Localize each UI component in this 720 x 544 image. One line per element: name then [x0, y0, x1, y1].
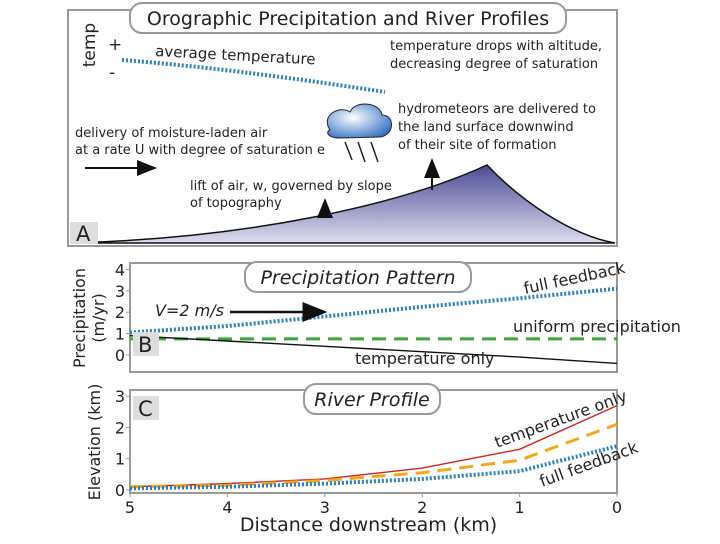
x-tick-label: 1	[515, 498, 525, 517]
y-tick-label: 3	[115, 282, 125, 301]
y-tick-label: 2	[115, 418, 125, 437]
y-axis-label: Elevation (km)	[85, 384, 104, 501]
y-tick-label: 4	[115, 260, 125, 279]
label-box	[133, 332, 159, 356]
panel-label: B	[138, 333, 152, 357]
x-tick-label: 0	[612, 498, 622, 517]
note: delivery of moisture-laden air at a rate …	[75, 126, 325, 158]
temperature-curve	[121, 58, 386, 94]
series-line	[129, 334, 618, 365]
note: lift of air, w, governed by slope of topo…	[190, 179, 392, 211]
y-tick-label: 1	[115, 325, 125, 344]
note-line: of their site of formation	[398, 138, 557, 153]
title-box	[244, 261, 472, 293]
annotation: V=2 m/s	[155, 301, 224, 320]
y-tick-label: 3	[115, 387, 125, 406]
temp-label: temp	[80, 23, 100, 67]
panel-label: A	[76, 222, 91, 246]
note-line: decreasing degree of saturation	[390, 57, 598, 72]
y-tick-label: 1	[115, 450, 125, 469]
y-axis-label: Precipitation	[70, 268, 89, 368]
x-axis-label: Distance downstream (km)	[240, 514, 497, 536]
series-line	[129, 404, 618, 488]
x-tick-label: 4	[222, 498, 232, 517]
title-box	[129, 2, 567, 34]
x-tick-label: 3	[320, 498, 330, 517]
label-box	[133, 396, 159, 420]
panel-a-title: Orographic Precipitation and River Profi…	[147, 8, 549, 30]
label-box	[70, 222, 98, 244]
title-box	[303, 383, 441, 415]
series-line	[129, 422, 618, 489]
y-axis-label: (m/yr)	[89, 293, 108, 343]
series-line	[129, 444, 618, 491]
mountain	[71, 164, 616, 244]
note: hydrometeors are delivered to the land su…	[398, 102, 596, 153]
note-line: the land surface downwind	[398, 120, 574, 135]
rain	[344, 141, 379, 163]
cloud	[327, 103, 392, 139]
series-label: temperature only	[355, 349, 495, 368]
chart-title: River Profile	[314, 389, 429, 411]
series-line	[129, 286, 618, 335]
note-line: lift of air, w, governed by slope	[190, 179, 392, 194]
note-line: temperature drops with altitude,	[390, 39, 602, 54]
note-line: delivery of moisture-laden air	[75, 126, 268, 141]
chart-title: Precipitation Pattern	[260, 267, 455, 289]
note-line: hydrometeors are delivered to	[398, 102, 596, 117]
y-tick-label: 2	[115, 303, 125, 322]
panel-label: C	[138, 397, 153, 421]
series-label: uniform precipitation	[513, 317, 681, 336]
y-tick-label: 0	[115, 346, 125, 365]
minus: -	[109, 63, 115, 83]
plus: +	[108, 35, 122, 55]
x-tick-label: 5	[125, 498, 135, 517]
note: temperature drops with altitude, decreasi…	[390, 39, 602, 72]
note-line: at a rate U with degree of saturation e	[75, 143, 325, 158]
note-line: of topography	[190, 196, 282, 211]
y-tick-label: 0	[115, 481, 125, 500]
x-tick-label: 2	[417, 498, 427, 517]
